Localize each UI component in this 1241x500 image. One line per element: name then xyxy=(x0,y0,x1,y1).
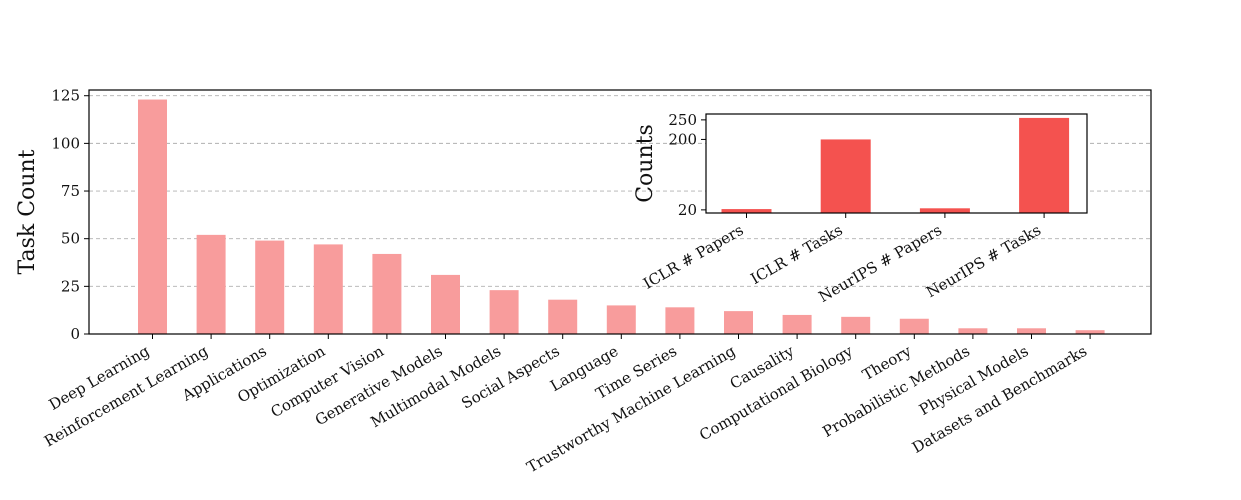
main-bar xyxy=(489,290,519,334)
main-bar xyxy=(372,253,402,334)
main-plot-frame xyxy=(88,89,1152,335)
main-bar xyxy=(255,240,285,334)
main-y-tick-label: 125 xyxy=(51,87,80,105)
main-bar xyxy=(548,299,578,334)
inset-y-tick-label: 200 xyxy=(668,130,697,148)
inset-bar xyxy=(1019,117,1070,213)
main-bars xyxy=(138,99,1105,334)
inset-y-axis-label: Counts xyxy=(633,124,658,203)
main-y-tick-label: 75 xyxy=(61,182,80,200)
main-x-tick-label: Social Aspects xyxy=(458,342,562,413)
main-y-tick-label: 50 xyxy=(61,230,80,248)
inset-bar xyxy=(820,139,871,213)
inset-plot-frame xyxy=(705,113,1088,214)
main-bar xyxy=(431,274,460,334)
main-x-tick-label: Trustworthy Machine Learning xyxy=(524,342,739,477)
main-y-tick-label: 0 xyxy=(70,325,80,343)
inset-x-tick-label: ICLR # Papers xyxy=(640,221,746,293)
main-bar xyxy=(958,328,988,334)
inset-bar xyxy=(919,208,970,213)
main-bar xyxy=(841,316,871,334)
main-y-ticks: 0 25 50 75 100 125 xyxy=(51,87,89,343)
inset-bar xyxy=(721,209,772,213)
inset-y-tick-label: 20 xyxy=(678,201,697,219)
main-bar xyxy=(606,305,636,334)
main-bar xyxy=(1075,330,1105,334)
main-bar xyxy=(138,99,167,334)
main-bar xyxy=(724,311,753,334)
main-bar xyxy=(899,318,929,334)
main-bar xyxy=(313,244,343,334)
main-bar xyxy=(665,307,695,334)
main-y-tick-label: 100 xyxy=(51,134,80,152)
main-bar xyxy=(782,314,812,334)
main-bar xyxy=(196,234,226,334)
main-y-tick-label: 25 xyxy=(61,277,80,295)
inset-x-tick-label: ICLR # Tasks xyxy=(747,221,845,288)
main-bar xyxy=(1017,328,1046,334)
main-y-axis-label: Task Count xyxy=(15,149,40,274)
inset-y-tick-label: 250 xyxy=(668,111,697,129)
inset-bars xyxy=(721,117,1070,213)
